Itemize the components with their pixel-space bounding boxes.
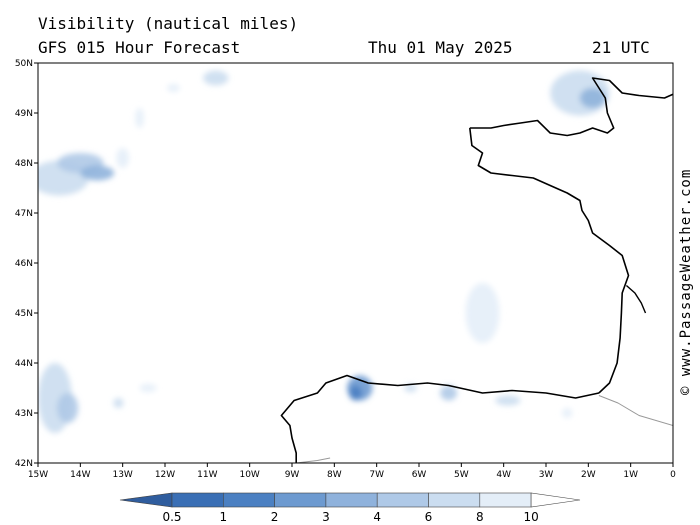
- fog-patch: [404, 384, 417, 392]
- fog-patch: [349, 385, 362, 401]
- longitude-axis: 15W 14W 13W 12W 11W 10W 9W 8W 7W 6W 5W 4W 3W 2W 1W 0: [28, 463, 676, 480]
- map-title: Visibility (nautical miles): [38, 14, 299, 33]
- colorbar-label: 10: [523, 510, 538, 524]
- colorbar-high-arrow: [530, 492, 581, 508]
- forecast-time: 21 UTC: [592, 38, 650, 57]
- coastline-gironde: [625, 284, 647, 314]
- colorbar-label: 0.5: [162, 510, 181, 524]
- fog-patch: [139, 384, 157, 392]
- lon-tick-label: 11W: [197, 470, 217, 480]
- colorbar-segment: [325, 492, 378, 508]
- colorbar-low-arrow: [119, 492, 173, 508]
- lon-tick-label: 7W: [369, 470, 384, 480]
- map-plot-area: [38, 63, 673, 463]
- fog-layer: [38, 70, 610, 433]
- lat-tick-label: 46N: [15, 259, 33, 269]
- lon-tick-label: 12W: [155, 470, 175, 480]
- credit-text: © www.PassageWeather.com: [678, 168, 694, 395]
- lon-tick-label: 10W: [239, 470, 259, 480]
- colorbar-segment: [428, 492, 481, 508]
- coastline-brittany: [469, 77, 673, 137]
- fog-patch: [440, 385, 458, 401]
- colorbar-segment: [171, 492, 224, 508]
- lon-tick-label: 15W: [28, 470, 48, 480]
- lon-tick-label: 13W: [112, 470, 132, 480]
- colorbar-label: 3: [322, 510, 330, 524]
- coastline-iberia: [280, 374, 600, 463]
- lat-tick-label: 45N: [15, 309, 33, 319]
- fog-patch: [562, 408, 573, 418]
- latitude-axis: 42N 43N 44N 45N 46N 47N 48N 49N 50N: [15, 59, 38, 469]
- coastline-layer: [280, 77, 673, 463]
- colorbar-segment: [223, 492, 275, 508]
- lon-tick-label: 4W: [496, 470, 511, 480]
- fog-patch: [135, 108, 144, 128]
- lon-tick-label: 2W: [581, 470, 596, 480]
- country-border: [598, 395, 673, 426]
- coastline-bay-of-biscay: [469, 127, 630, 394]
- colorbar-segment: [376, 492, 429, 508]
- lon-tick-label: 1W: [623, 470, 638, 480]
- fog-patch: [579, 88, 606, 108]
- lat-tick-label: 49N: [15, 109, 33, 119]
- fog-patch: [116, 148, 130, 168]
- lat-tick-label: 44N: [15, 359, 33, 369]
- fog-patch: [203, 70, 229, 86]
- lon-tick-label: 3W: [539, 470, 554, 480]
- fog-patch: [167, 84, 180, 92]
- lat-tick-label: 43N: [15, 409, 33, 419]
- lon-tick-label: 14W: [70, 470, 90, 480]
- lat-tick-label: 42N: [15, 459, 33, 469]
- fog-patch: [495, 395, 521, 406]
- colorbar-label: 6: [425, 510, 433, 524]
- lon-tick-label: 6W: [412, 470, 427, 480]
- lon-tick-label: 8W: [327, 470, 342, 480]
- colorbar-segment: [274, 492, 327, 508]
- colorbar-legend: 0.5 1 2 3 4 6 8 10: [119, 492, 581, 524]
- model-forecast-label: GFS 015 Hour Forecast: [38, 38, 241, 57]
- colorbar-label: 2: [271, 510, 279, 524]
- lon-tick-label: 0: [670, 470, 676, 480]
- forecast-date: Thu 01 May 2025: [368, 38, 513, 57]
- colorbar-label: 8: [476, 510, 484, 524]
- lat-tick-label: 50N: [15, 59, 33, 69]
- lat-tick-label: 47N: [15, 209, 33, 219]
- country-border: [296, 457, 331, 463]
- lon-tick-label: 9W: [285, 470, 300, 480]
- colorbar-label: 1: [219, 510, 227, 524]
- fog-patch: [465, 283, 500, 343]
- fog-patch: [57, 393, 79, 423]
- fog-patch: [113, 398, 124, 408]
- lat-tick-label: 48N: [15, 159, 33, 169]
- lon-tick-label: 5W: [454, 470, 469, 480]
- fog-patch: [80, 165, 115, 181]
- colorbar-segment: [479, 492, 532, 508]
- colorbar-label: 4: [373, 510, 381, 524]
